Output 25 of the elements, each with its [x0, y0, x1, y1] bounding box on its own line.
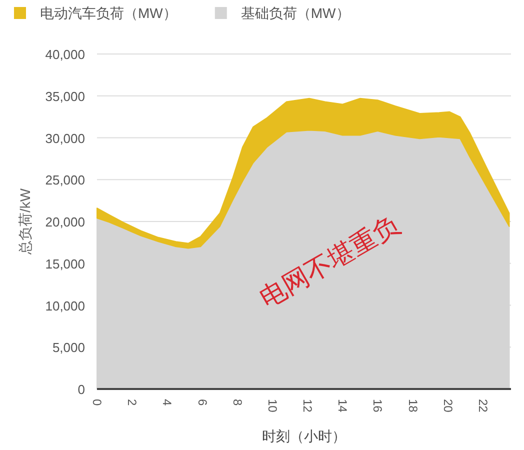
- x-tick-label: 2: [125, 399, 140, 406]
- y-tick-label: 15,000: [45, 256, 85, 272]
- legend-label: 电动汽车负荷（MW）: [40, 5, 177, 21]
- y-tick-label: 10,000: [45, 298, 85, 314]
- x-tick-label: 22: [476, 399, 490, 413]
- x-tick-label: 0: [90, 399, 104, 406]
- x-tick-label: 6: [195, 399, 210, 406]
- x-tick-label: 16: [370, 399, 385, 413]
- x-tick-label: 20: [440, 399, 455, 413]
- y-tick-label: 5,000: [52, 340, 85, 356]
- x-tick-label: 12: [300, 399, 315, 413]
- x-tick-label: 4: [160, 399, 174, 406]
- y-tick-label: 40,000: [45, 47, 85, 62]
- x-tick-label: 14: [336, 399, 350, 413]
- y-tick-label: 35,000: [45, 88, 85, 104]
- y-tick-label: 30,000: [45, 130, 85, 146]
- x-axis-title: 时刻（小时）: [262, 428, 346, 444]
- x-tick-label: 10: [265, 399, 280, 413]
- annotation: 电网不堪重负: [254, 209, 405, 314]
- y-tick-label: 20,000: [45, 214, 85, 230]
- legend-label: 基础负荷（MW）: [240, 5, 350, 21]
- x-tick-label: 18: [406, 399, 420, 413]
- x-tick-label: 8: [230, 399, 244, 406]
- y-tick-label: 25,000: [45, 172, 85, 188]
- y-axis-title: 总负荷/kW: [17, 188, 33, 256]
